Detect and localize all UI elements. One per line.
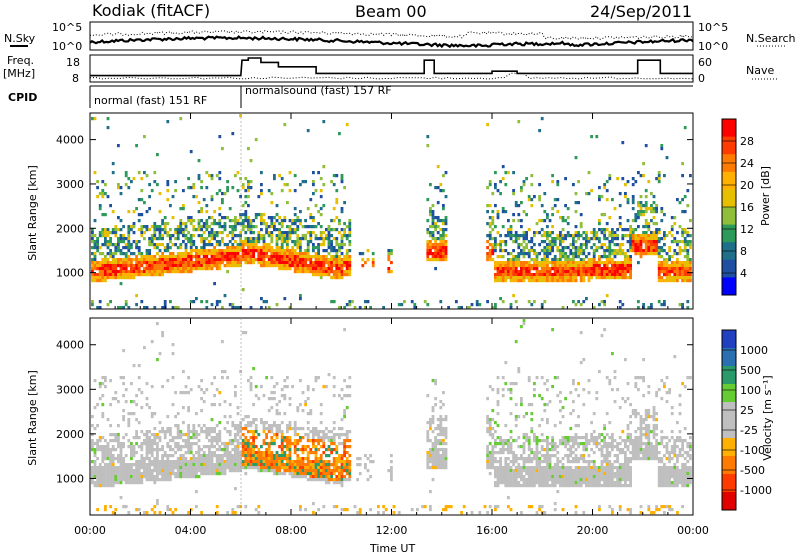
time-axis-label: Time UT xyxy=(369,542,415,554)
colorbar-tick-label: 25 xyxy=(740,404,754,417)
time-tick-label: 00:00 xyxy=(677,524,709,537)
time-tick-label: 20:00 xyxy=(577,524,609,537)
colorbar-tick-label: -1000 xyxy=(740,484,772,497)
velocity-colorbar: 1000 500 100 25 -25 -100 -500 -1000 xyxy=(721,329,772,511)
nsearch-tick-bottom: 10^0 xyxy=(698,40,728,53)
cpid-mode-1: normal (fast) 151 RF xyxy=(94,94,207,107)
power-panel: 1000 2000 3000 4000 Slant Range [km] 28 24 20… xyxy=(26,112,772,310)
time-tick-label: 04:00 xyxy=(175,524,207,537)
colorbar-swatch xyxy=(722,366,736,385)
colorbar-tick-label: 24 xyxy=(740,157,754,170)
colorbar-swatch xyxy=(722,189,736,208)
beam-title: Beam 00 xyxy=(355,2,427,21)
colorbar-swatch xyxy=(722,224,736,243)
velocity-ylabel: Slant Range [km] xyxy=(26,370,39,466)
colorbar-swatch xyxy=(722,171,736,190)
colorbar-tick-label: 4 xyxy=(740,267,747,280)
range-tick-label: 2000 xyxy=(56,222,84,235)
nsearch-tick-top: 10^5 xyxy=(698,21,728,34)
colorbar-swatch xyxy=(722,402,736,421)
power-heatmap xyxy=(91,114,692,310)
station-title: Kodiak (fitACF) xyxy=(92,1,210,20)
colorbar-tick-label: 500 xyxy=(740,364,761,377)
colorbar-tick-label: -500 xyxy=(740,464,765,477)
range-tick-label: 3000 xyxy=(56,178,84,191)
velocity-panel: 1000 2000 3000 4000 Slant Range [km] 1000 50… xyxy=(26,317,774,516)
freq-tick-top: 18 xyxy=(66,56,80,69)
cpid-label: CPID xyxy=(8,91,37,104)
power-y-axis: 1000 2000 3000 4000 xyxy=(56,134,693,280)
colorbar-tick-label: 12 xyxy=(740,223,754,236)
freq-tick-bottom: 8 xyxy=(72,72,79,85)
nsky-trace xyxy=(89,35,694,49)
colorbar-tick-label: -25 xyxy=(740,424,758,437)
velocity-y-axis: 1000 2000 3000 4000 xyxy=(56,339,693,485)
nsky-tick-bottom: 10^0 xyxy=(52,40,82,53)
range-tick-label: 4000 xyxy=(56,134,84,147)
colorbar-swatch xyxy=(722,492,736,511)
power-ylabel: Slant Range [km] xyxy=(26,165,39,261)
colorbar-swatch xyxy=(722,330,736,349)
nsky-label: N.Sky xyxy=(4,32,36,45)
colorbar-tick-label: 1000 xyxy=(740,344,768,357)
nsky-tick-top: 10^5 xyxy=(52,21,82,34)
noise-strip: N.Sky 10^5 10^0 10^5 10^0 N.Search xyxy=(4,21,796,53)
colorbar-tick-label: 20 xyxy=(740,179,754,192)
nsearch-label: N.Search xyxy=(746,32,796,45)
colorbar-swatch xyxy=(722,119,736,138)
freq-label: Freq. xyxy=(7,54,34,67)
velocity-colorbar-label: Velocity [m s⁻¹] xyxy=(761,375,774,460)
cpid-strip: CPID normal (fast) 151 RF normalsound (f… xyxy=(8,84,693,108)
date-title: 24/Sep/2011 xyxy=(590,2,692,21)
nave-tick-top: 60 xyxy=(698,56,712,69)
colorbar-swatch xyxy=(722,259,736,278)
colorbar-swatch xyxy=(722,474,736,493)
colorbar-swatch xyxy=(722,456,736,475)
range-tick-label: 2000 xyxy=(56,428,84,441)
range-tick-label: 4000 xyxy=(56,339,84,352)
colorbar-swatch xyxy=(722,136,736,155)
colorbar-swatch xyxy=(722,207,736,226)
range-tick-label: 1000 xyxy=(56,267,84,280)
time-tick-label: 12:00 xyxy=(376,524,408,537)
colorbar-tick-label: 28 xyxy=(740,135,754,148)
colorbar-tick-label: 16 xyxy=(740,201,754,214)
colorbar-swatch xyxy=(722,438,736,457)
colorbar-swatch xyxy=(722,277,736,296)
colorbar-swatch xyxy=(722,420,736,439)
time-tick-label: 00:00 xyxy=(74,524,106,537)
time-tick-label: 16:00 xyxy=(476,524,508,537)
freq-strip: Freq. [MHz] 18 8 60 0 Nave xyxy=(3,54,778,85)
nsearch-trace xyxy=(89,29,694,40)
power-colorbar-label: Power [dB] xyxy=(759,166,772,226)
time-tick-label: 08:00 xyxy=(275,524,307,537)
colorbar-swatch xyxy=(722,384,736,403)
nave-trace xyxy=(89,72,694,80)
range-tick-label: 3000 xyxy=(56,383,84,396)
freq-unit-label: [MHz] xyxy=(3,67,35,80)
nave-label: Nave xyxy=(746,64,774,77)
time-axis: 00:00 04:00 08:00 12:00 16:00 20:00 00:00 xyxy=(74,113,709,537)
velocity-heatmap xyxy=(91,319,692,515)
colorbar-swatch xyxy=(722,348,736,367)
freq-trace xyxy=(90,57,693,77)
range-tick-label: 1000 xyxy=(56,472,84,485)
cpid-mode-2: normalsound (fast) 157 RF xyxy=(245,84,392,97)
colorbar-tick-label: -100 xyxy=(740,444,765,457)
nave-tick-bottom: 0 xyxy=(698,72,705,85)
colorbar-tick-label: 8 xyxy=(740,245,747,258)
colorbar-tick-label: 100 xyxy=(740,384,761,397)
power-colorbar: 28 24 20 16 12 8 4 xyxy=(721,118,754,296)
